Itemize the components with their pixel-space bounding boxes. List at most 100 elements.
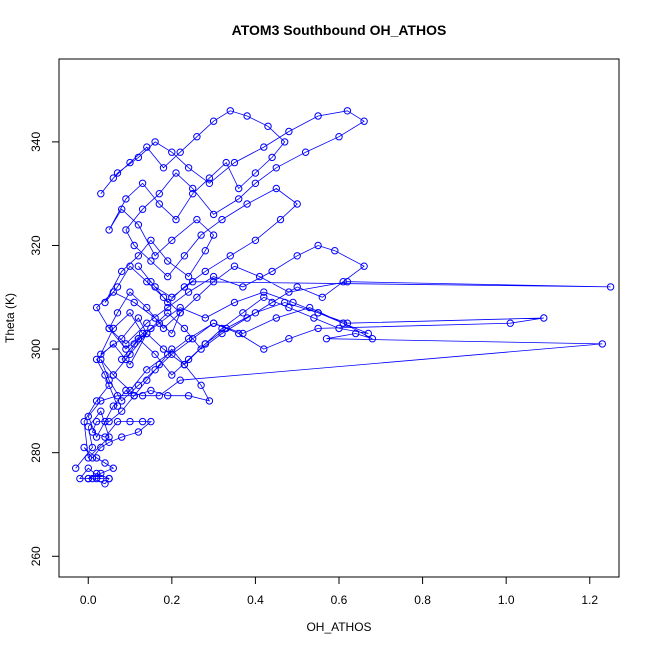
data-point bbox=[540, 314, 548, 322]
data-point bbox=[606, 283, 615, 291]
data-point bbox=[230, 298, 239, 307]
data-point bbox=[222, 158, 230, 167]
data-point bbox=[209, 272, 218, 281]
data-point bbox=[134, 314, 143, 322]
data-point bbox=[92, 433, 101, 441]
x-axis: 0.0 0.2 0.4 0.6 0.8 1.0 1.2 bbox=[80, 576, 598, 607]
data-point bbox=[147, 278, 155, 286]
data-point bbox=[122, 226, 130, 234]
data-point bbox=[143, 366, 151, 374]
data-point bbox=[143, 278, 151, 286]
data-point bbox=[184, 355, 193, 364]
data-point bbox=[205, 174, 214, 182]
data-point bbox=[97, 350, 105, 358]
data-point bbox=[113, 402, 122, 410]
data-point bbox=[268, 298, 276, 307]
data-point bbox=[88, 454, 97, 462]
data-point bbox=[159, 324, 168, 333]
data-point bbox=[126, 360, 134, 369]
data-point bbox=[293, 252, 301, 260]
plot-area bbox=[72, 107, 615, 488]
data-point bbox=[101, 459, 109, 467]
data-point bbox=[285, 127, 293, 136]
data-point bbox=[352, 329, 360, 338]
data-point bbox=[251, 179, 260, 188]
y-tick-label: 280 bbox=[29, 442, 43, 462]
data-point bbox=[118, 205, 126, 213]
data-point bbox=[168, 350, 176, 358]
data-point bbox=[118, 397, 126, 405]
data-point bbox=[113, 309, 122, 317]
data-point bbox=[155, 319, 164, 327]
data-point bbox=[92, 469, 101, 478]
data-point bbox=[598, 340, 606, 348]
data-point bbox=[364, 329, 372, 338]
data-point bbox=[92, 474, 101, 483]
data-point bbox=[343, 107, 352, 115]
data-point bbox=[339, 319, 347, 327]
data-point bbox=[105, 226, 113, 234]
data-point bbox=[159, 345, 168, 353]
data-point bbox=[368, 335, 377, 343]
data-point bbox=[235, 329, 243, 338]
data-point bbox=[101, 480, 109, 488]
data-point bbox=[143, 329, 151, 338]
data-point bbox=[130, 298, 138, 307]
data-point bbox=[147, 417, 155, 426]
data-point bbox=[151, 283, 159, 291]
data-point bbox=[360, 117, 368, 125]
data-point bbox=[168, 345, 176, 353]
data-point bbox=[360, 262, 368, 270]
data-point bbox=[134, 381, 143, 389]
data-point bbox=[226, 252, 235, 260]
data-point bbox=[180, 360, 189, 369]
data-point bbox=[180, 252, 189, 260]
data-point bbox=[201, 247, 210, 255]
data-point bbox=[201, 340, 210, 348]
data-point bbox=[134, 221, 143, 229]
data-point bbox=[126, 262, 134, 270]
data-point bbox=[151, 138, 159, 146]
data-point bbox=[285, 303, 293, 312]
data-point bbox=[97, 355, 105, 364]
data-point bbox=[151, 252, 159, 260]
data-point bbox=[268, 153, 276, 162]
data-point bbox=[243, 200, 251, 208]
data-point bbox=[84, 412, 93, 421]
data-point bbox=[335, 133, 343, 141]
data-point bbox=[230, 262, 239, 270]
data-point bbox=[97, 407, 105, 415]
data-point bbox=[88, 443, 97, 452]
data-point bbox=[164, 392, 172, 400]
data-point bbox=[197, 345, 205, 353]
x-tick-label: 1.2 bbox=[581, 593, 598, 607]
data-point bbox=[126, 309, 134, 317]
data-point bbox=[105, 474, 113, 483]
data-point bbox=[122, 345, 130, 353]
data-point bbox=[218, 324, 226, 333]
data-point bbox=[205, 179, 214, 188]
data-point bbox=[197, 381, 205, 389]
data-point bbox=[92, 355, 101, 364]
data-point bbox=[222, 324, 230, 333]
data-point bbox=[164, 298, 172, 307]
data-point bbox=[251, 236, 260, 245]
data-point bbox=[235, 195, 243, 203]
data-point bbox=[184, 164, 193, 172]
data-point bbox=[289, 298, 297, 307]
data-point bbox=[80, 417, 88, 426]
data-point bbox=[197, 231, 205, 239]
data-point bbox=[126, 386, 134, 395]
data-point bbox=[184, 392, 193, 400]
data-point bbox=[506, 319, 514, 327]
chart-title: ATOM3 Southbound OH_ATHOS bbox=[232, 22, 447, 38]
data-point bbox=[122, 340, 130, 348]
data-point bbox=[184, 288, 193, 296]
data-point bbox=[138, 392, 147, 400]
data-point bbox=[164, 303, 172, 312]
data-point bbox=[151, 314, 159, 322]
data-point bbox=[155, 200, 164, 208]
data-point bbox=[226, 107, 235, 115]
data-point bbox=[218, 215, 226, 224]
data-point bbox=[101, 371, 109, 379]
